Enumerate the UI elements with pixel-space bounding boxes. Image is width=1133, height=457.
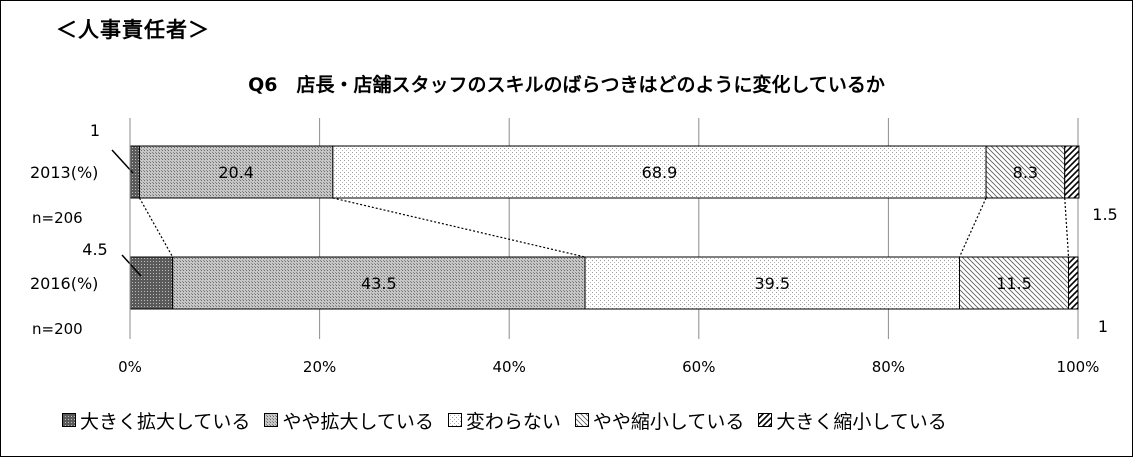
data-label: 1 xyxy=(1098,317,1108,336)
legend-item: 大きく拡大している xyxy=(62,407,250,434)
legend-item: 大きく縮小している xyxy=(758,407,947,434)
series-connector-line xyxy=(958,197,987,258)
data-label: 8.3 xyxy=(1013,163,1038,182)
respondent-heading: ＜人事責任者＞ xyxy=(56,18,210,42)
bar-segment xyxy=(1064,145,1080,199)
stacked-bar-chart: 20.4 68.9 8.3 43.5 39.5 11.5 1 4.5 1.5 1 0% 20% 40%… xyxy=(30,118,1118,376)
data-label: 39.5 xyxy=(754,274,790,293)
legend-item: やや縮小している xyxy=(574,407,745,434)
series-connector-line xyxy=(332,197,586,258)
series-connector-line xyxy=(138,197,174,258)
chart-title: Q6 店長・店舗スタッフのスキルのばらつきはどのように変化しているか xyxy=(248,74,885,96)
bar-segment xyxy=(1068,256,1079,310)
series-connector-line xyxy=(1064,197,1070,258)
legend-item: 変わらない xyxy=(447,407,561,434)
legend-label: 大きく拡大している xyxy=(80,410,251,433)
x-tick-label: 80% xyxy=(872,358,905,376)
category-label: 2013(%) xyxy=(30,163,98,182)
bar-segment xyxy=(584,256,960,310)
bar-segment xyxy=(172,256,586,310)
legend-swatch xyxy=(574,413,589,427)
sample-size-label: n=200 xyxy=(32,320,83,338)
data-label: 68.9 xyxy=(642,163,678,182)
leader-line xyxy=(121,254,142,277)
legend-label: 大きく縮小している xyxy=(776,410,947,433)
data-label: 4.5 xyxy=(82,240,107,259)
x-tick-label: 100% xyxy=(1057,358,1100,376)
data-label: 1.5 xyxy=(1092,205,1117,224)
data-label: 11.5 xyxy=(996,274,1032,293)
x-tick-label: 0% xyxy=(118,358,142,376)
legend-label: やや拡大している xyxy=(282,410,434,433)
legend-swatch xyxy=(758,413,773,427)
legend-label: 変わらない xyxy=(465,410,561,433)
bar-segment xyxy=(959,256,1070,310)
legend-swatch xyxy=(447,413,462,427)
legend-label: やや縮小している xyxy=(592,410,745,433)
legend-swatch xyxy=(264,413,279,427)
bar-segment xyxy=(129,256,174,310)
legend-item: やや拡大している xyxy=(264,407,434,434)
x-tick-label: 60% xyxy=(682,358,715,376)
legend: 大きく拡大している やや拡大している 変わらない やや縮小している 大きく縮小している xyxy=(62,405,1122,435)
x-tick-label: 40% xyxy=(493,358,526,376)
legend-swatch xyxy=(62,413,76,427)
sample-size-label: n=206 xyxy=(32,209,83,227)
data-label: 20.4 xyxy=(218,163,254,182)
x-tick-label: 20% xyxy=(303,358,336,376)
data-label: 43.5 xyxy=(361,274,397,293)
data-label: 1 xyxy=(90,121,100,140)
category-label: 2016(%) xyxy=(30,274,98,293)
